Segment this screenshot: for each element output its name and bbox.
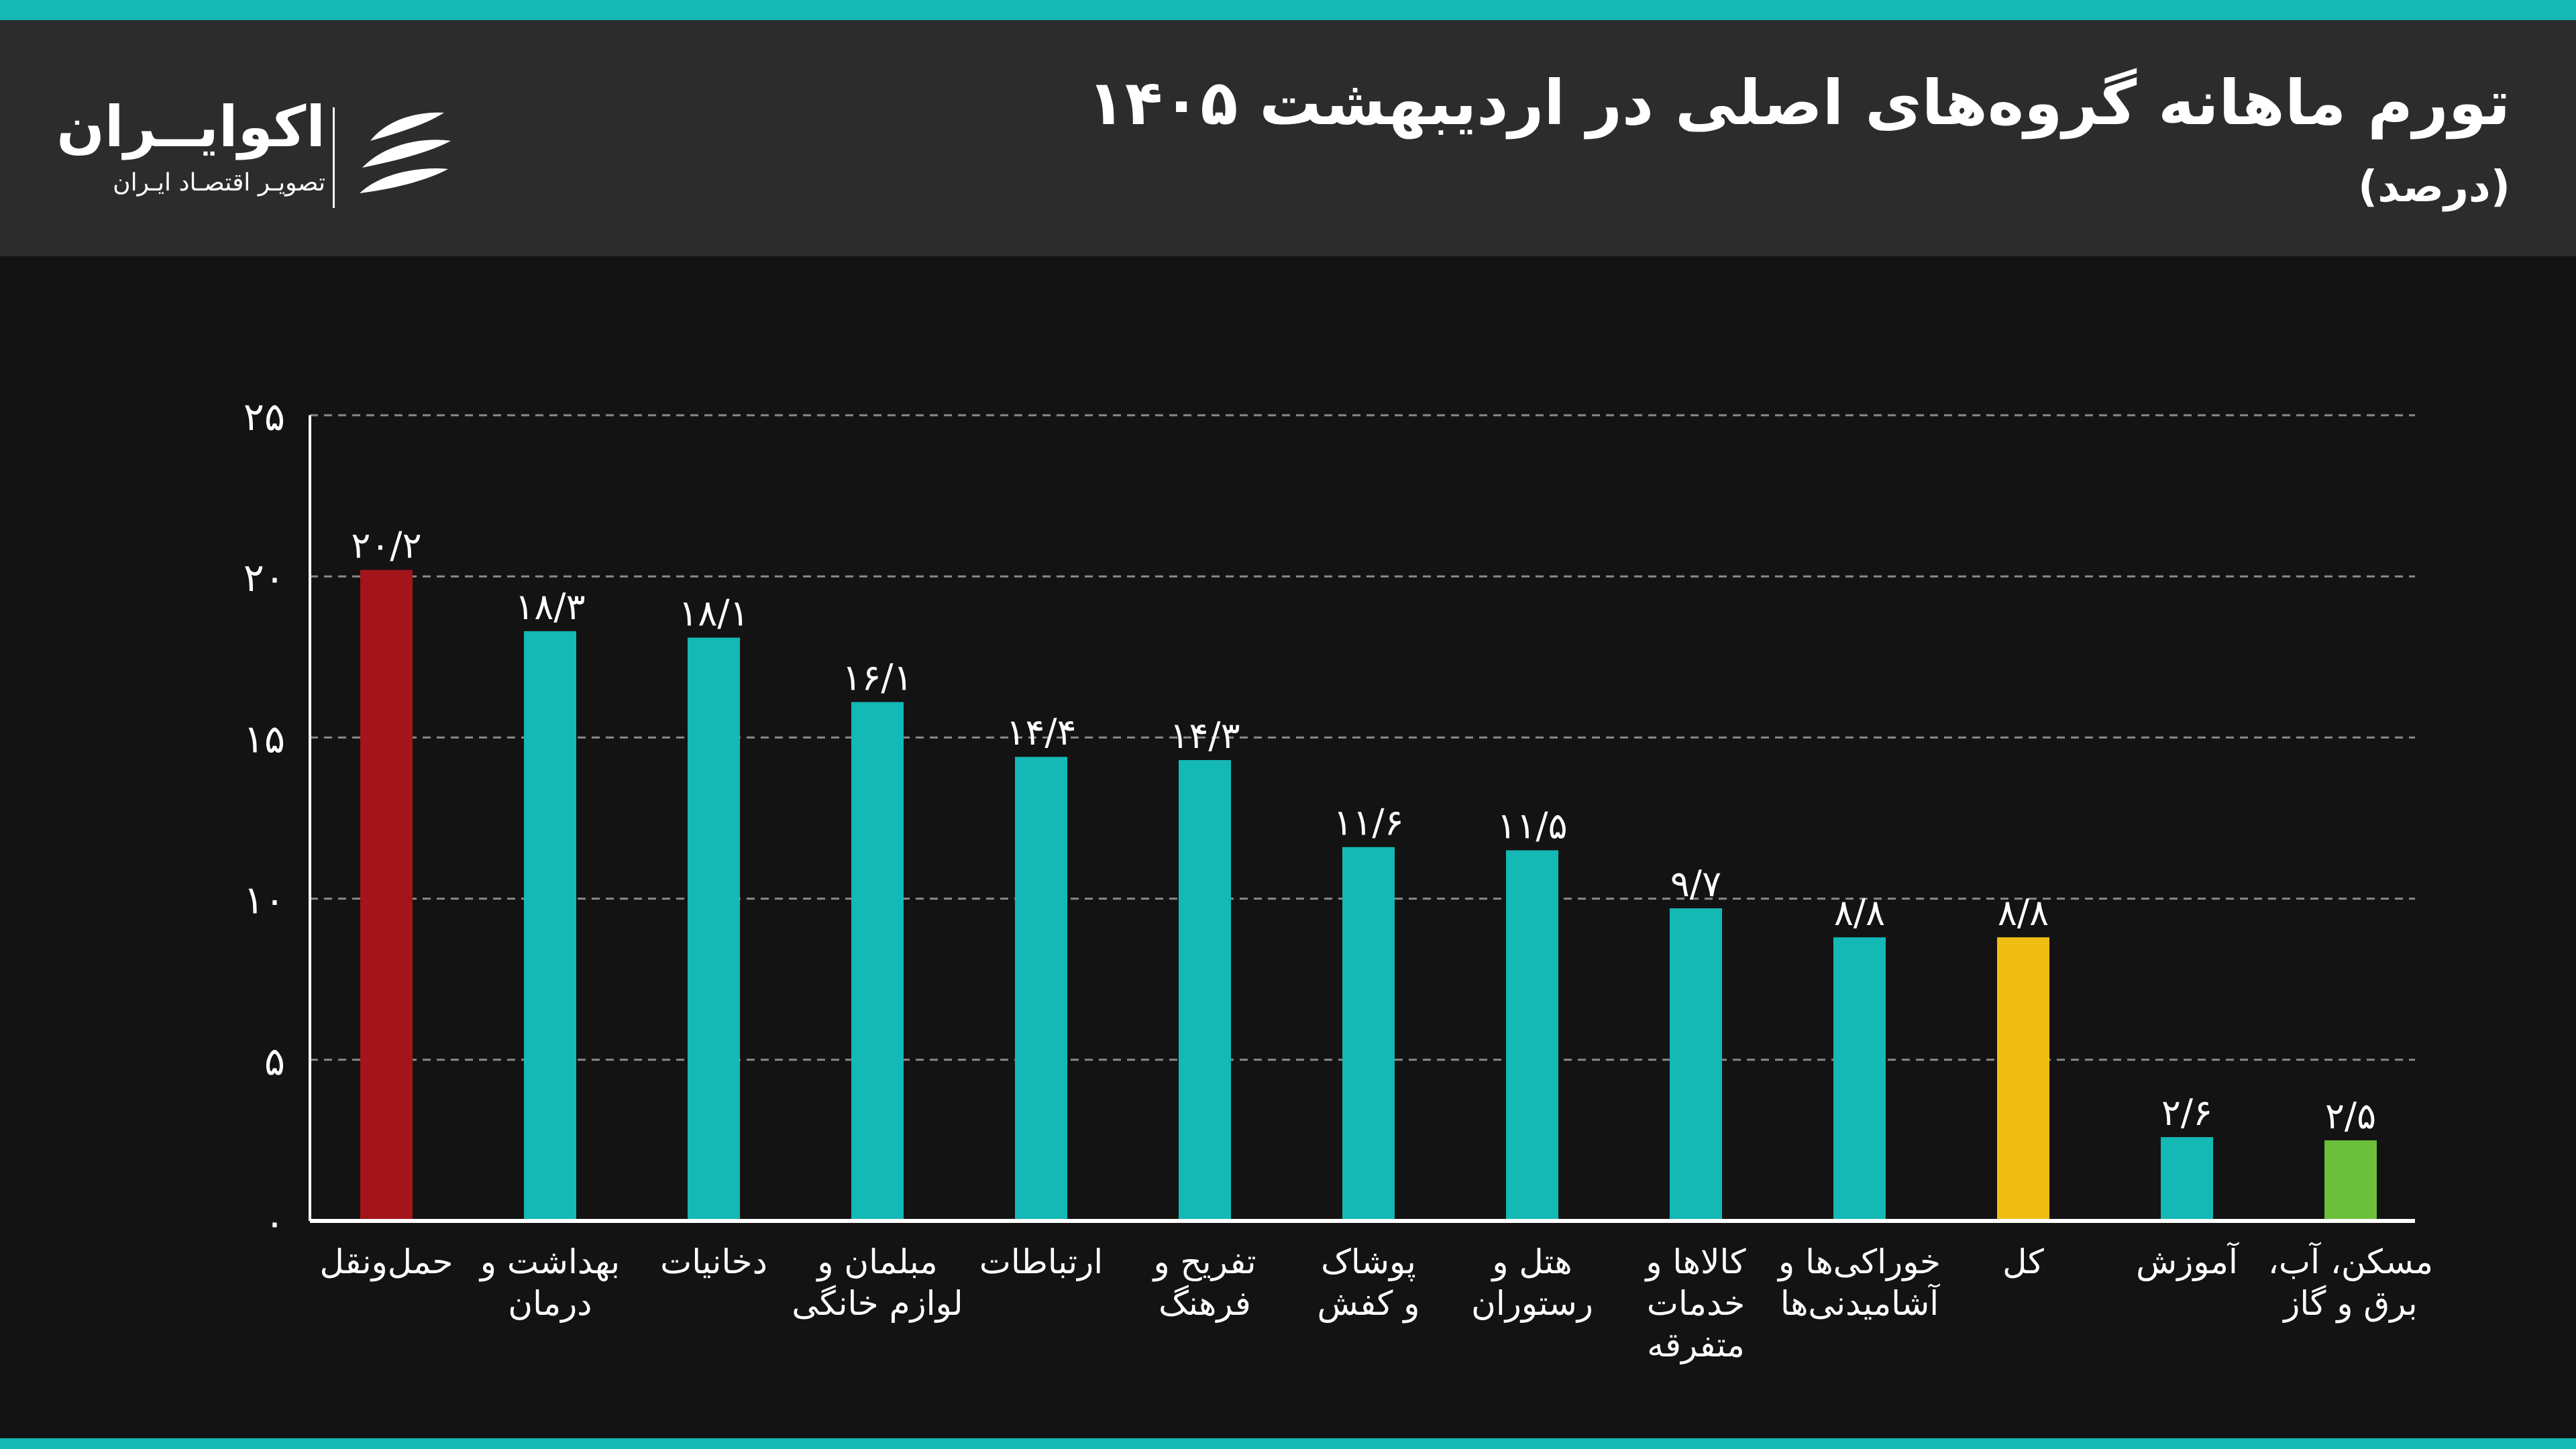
category-label: آشامیدنی‌ها bbox=[1780, 1283, 1940, 1323]
ecoiran-logo-icon bbox=[360, 112, 451, 193]
bar-value-label: ۲/۵ bbox=[2325, 1095, 2376, 1137]
bar bbox=[360, 570, 413, 1221]
brand-tagline: تصویـر اقتصـاد ایـران bbox=[113, 169, 325, 197]
y-tick-label: ۱۵ bbox=[244, 716, 285, 761]
bar-value-label: ۱۶/۱ bbox=[842, 657, 912, 699]
category-label: حمل‌ونقل bbox=[320, 1242, 453, 1282]
bar-value-label: ۱۴/۳ bbox=[1169, 714, 1240, 757]
bar bbox=[1670, 908, 1722, 1221]
value-labels: ۲۰/۲ ۱۸/۳ ۱۸/۱ ۱۶/۱ ۱۴/۴ ۱۴/۳ ۱۱/۶ ۱۱/۵ ۹/۷ ۸/۸ ۸/… bbox=[351, 525, 2376, 1137]
bar bbox=[1833, 937, 1886, 1221]
bar bbox=[524, 631, 576, 1221]
bar-value-label: ۱۸/۳ bbox=[515, 586, 585, 628]
category-label: کالاها و bbox=[1644, 1242, 1746, 1282]
bar bbox=[688, 637, 740, 1221]
bar-value-label: ۱۱/۶ bbox=[1333, 802, 1403, 844]
category-label: تفریح و bbox=[1151, 1242, 1256, 1282]
bar-value-label: ۹/۷ bbox=[1670, 863, 1721, 905]
category-label: فرهنگ bbox=[1159, 1284, 1251, 1323]
chart-title: تورم ماهانه گروه‌های اصلی در اردیبهشت ۱۴… bbox=[1087, 67, 2510, 139]
category-label: کل bbox=[2002, 1242, 2044, 1281]
chart-subtitle: (درصد) bbox=[2358, 162, 2510, 212]
category-label: هتل و bbox=[1490, 1242, 1572, 1282]
grid-lines bbox=[310, 414, 2415, 1061]
category-label: درمان bbox=[508, 1284, 592, 1323]
bar bbox=[2161, 1137, 2213, 1221]
bar-value-label: ۸/۸ bbox=[1834, 892, 1885, 934]
bar bbox=[1342, 847, 1395, 1221]
bar bbox=[1179, 760, 1231, 1221]
bar-value-label: ۱۱/۵ bbox=[1497, 805, 1567, 847]
y-tick-label: ۲۵ bbox=[244, 394, 285, 439]
category-label: پوشاک bbox=[1321, 1242, 1416, 1281]
bar bbox=[2324, 1140, 2377, 1221]
y-tick-label: ۲۰ bbox=[244, 555, 285, 600]
category-label: مبلمان و bbox=[815, 1242, 937, 1282]
category-label: متفرقه bbox=[1647, 1326, 1744, 1364]
bar bbox=[1015, 757, 1067, 1221]
category-label: برق و گاز bbox=[2282, 1284, 2417, 1324]
bar-value-label: ۲۰/۲ bbox=[351, 525, 421, 567]
top-accent-bar bbox=[0, 0, 2576, 20]
category-label: بهداشت و bbox=[478, 1242, 620, 1282]
bar-value-label: ۲/۶ bbox=[2161, 1091, 2212, 1134]
category-label: ارتباطات bbox=[979, 1242, 1103, 1281]
y-tick-labels: ۰ ۵ ۱۰ ۱۵ ۲۰ ۲۵ bbox=[244, 394, 285, 1245]
y-tick-label: ۱۰ bbox=[244, 877, 285, 923]
bar bbox=[1506, 850, 1558, 1221]
header: تورم ماهانه گروه‌های اصلی در اردیبهشت ۱۴… bbox=[0, 20, 2576, 256]
y-tick-label: ۰ bbox=[264, 1199, 285, 1245]
category-label: و کفش bbox=[1318, 1284, 1420, 1324]
category-label: آموزش bbox=[2136, 1242, 2239, 1281]
category-label: خدمات bbox=[1647, 1284, 1745, 1323]
bar bbox=[1997, 937, 2049, 1221]
y-tick-label: ۵ bbox=[264, 1038, 285, 1084]
category-label: مسکن، آب، bbox=[2268, 1242, 2433, 1281]
bar bbox=[851, 702, 904, 1221]
bars bbox=[360, 570, 2377, 1221]
bar-value-label: ۱۸/۱ bbox=[678, 592, 749, 634]
brand-divider bbox=[333, 107, 335, 208]
category-label: دخانیات bbox=[660, 1242, 767, 1281]
bar-value-label: ۱۴/۴ bbox=[1006, 711, 1076, 753]
bottom-accent-bar bbox=[0, 1438, 2576, 1449]
bar-value-label: ۸/۸ bbox=[1998, 892, 2049, 934]
category-label: رستوران bbox=[1471, 1284, 1593, 1323]
brand-name: اکوایــران bbox=[56, 94, 325, 160]
category-label: لوازم خانگی bbox=[792, 1284, 963, 1323]
category-label: خوراکی‌ها و bbox=[1776, 1242, 1941, 1282]
